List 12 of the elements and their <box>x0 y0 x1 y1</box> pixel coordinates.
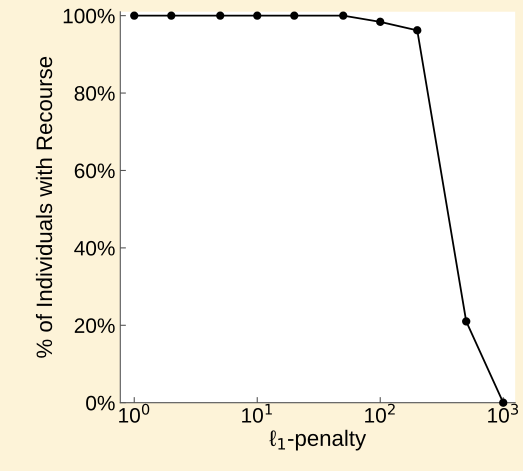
y-tick-label: 20% <box>74 318 115 334</box>
x-tick-label: 10$^{0}$ <box>119 404 150 423</box>
x-tick-label: 10$^{1}$ <box>242 404 272 423</box>
y-tick-label: 0% <box>86 396 115 410</box>
x-tick-label: 10$^{3}$ <box>488 404 518 423</box>
y-axis-title: % of Individuals with Recourse <box>36 56 52 358</box>
y-tick-label: 80% <box>74 86 115 101</box>
y-tick-label: 100% <box>64 8 115 24</box>
y-tick-label: 40% <box>74 240 115 256</box>
x-tick-label: 10$^{2}$ <box>365 404 395 423</box>
x-axis-title: ℓ$_{1}$-penalty <box>269 430 366 450</box>
y-tick-label: 60% <box>74 163 115 178</box>
